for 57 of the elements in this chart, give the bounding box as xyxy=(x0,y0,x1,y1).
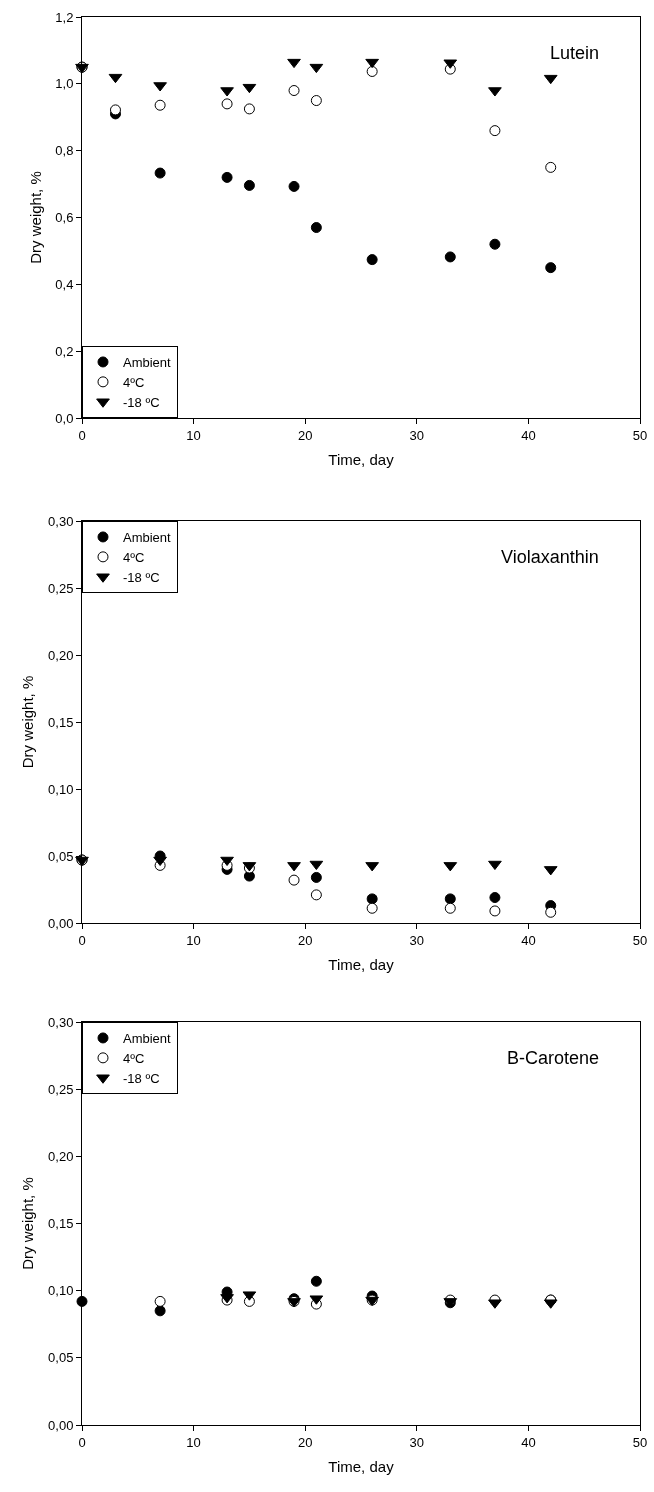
y-axis-title: Dry weight, % xyxy=(19,1177,37,1270)
y-tick-label: 0,0 xyxy=(55,410,74,426)
y-tick-label: 0,05 xyxy=(48,848,74,864)
x-axis-title: Time, day xyxy=(328,1457,395,1475)
x-tick-label: 10 xyxy=(186,932,201,948)
legend-label: 4ºC xyxy=(123,549,145,565)
x-tick-label: 50 xyxy=(632,932,648,948)
x-tick-label: 30 xyxy=(409,1434,425,1450)
legend-label: 4ºC xyxy=(123,374,145,390)
x-tick-label: 10 xyxy=(186,1434,201,1450)
y-tick-label: 0,15 xyxy=(48,1216,74,1232)
y-tick-label: 0,20 xyxy=(48,647,74,663)
y-tick-label: 0,6 xyxy=(55,210,74,226)
text: Violaxanthin xyxy=(501,547,599,567)
x-tick-label: 40 xyxy=(521,427,536,443)
legend-label: Ambient xyxy=(123,355,172,371)
x-tick-label: 50 xyxy=(632,1434,648,1450)
y-tick-label: 1,0 xyxy=(55,76,74,92)
y-tick-label: 0,20 xyxy=(48,1148,74,1164)
y-tick-label: 1,2 xyxy=(55,9,74,25)
legend-label: -18 ºC xyxy=(123,569,160,585)
y-tick-label: 0,10 xyxy=(48,781,74,797)
y-tick-label: 0,8 xyxy=(55,143,74,159)
x-tick-label: 0 xyxy=(78,1434,86,1450)
y-tick-label: 0,30 xyxy=(48,513,74,529)
y-tick-label: 0,25 xyxy=(48,580,74,596)
x-tick-label: 30 xyxy=(409,932,425,948)
legend-label: -18 ºC xyxy=(123,1070,160,1086)
y-tick-label: 0,30 xyxy=(48,1014,74,1030)
x-axis-title: Time, day xyxy=(328,955,395,973)
legend-label: Ambient xyxy=(123,530,172,546)
y-axis-title: Dry weight, % xyxy=(19,675,37,769)
x-tick-label: 30 xyxy=(409,427,425,443)
y-tick-label: 0,00 xyxy=(48,1417,74,1433)
x-tick-label: 10 xyxy=(186,427,201,443)
x-axis-title: Time, day xyxy=(328,450,395,468)
y-tick-label: 0,05 xyxy=(48,1350,74,1366)
y-tick-label: 0,00 xyxy=(48,915,74,931)
x-tick-label: 20 xyxy=(297,427,313,443)
y-tick-label: 0,10 xyxy=(48,1283,74,1299)
x-tick-label: 40 xyxy=(521,932,536,948)
y-tick-label: 0,4 xyxy=(55,276,74,292)
x-tick-label: 40 xyxy=(521,1434,536,1450)
legend-label: -18 ºC xyxy=(123,394,160,410)
y-tick-label: 0,25 xyxy=(48,1081,74,1097)
x-tick-label: 20 xyxy=(297,932,313,948)
x-tick-label: 20 xyxy=(297,1434,313,1450)
x-tick-label: 0 xyxy=(78,932,86,948)
text: Lutein xyxy=(550,43,600,63)
legend-label: Ambient xyxy=(123,1031,172,1047)
x-tick-label: 50 xyxy=(632,427,648,443)
x-tick-label: 0 xyxy=(78,427,86,443)
legend-label: 4ºC xyxy=(123,1050,145,1066)
text: B-Carotene xyxy=(507,1048,600,1068)
y-tick-label: 0,2 xyxy=(55,343,74,359)
y-tick-label: 0,15 xyxy=(48,714,74,730)
y-axis-title: Dry weight, % xyxy=(26,171,44,264)
